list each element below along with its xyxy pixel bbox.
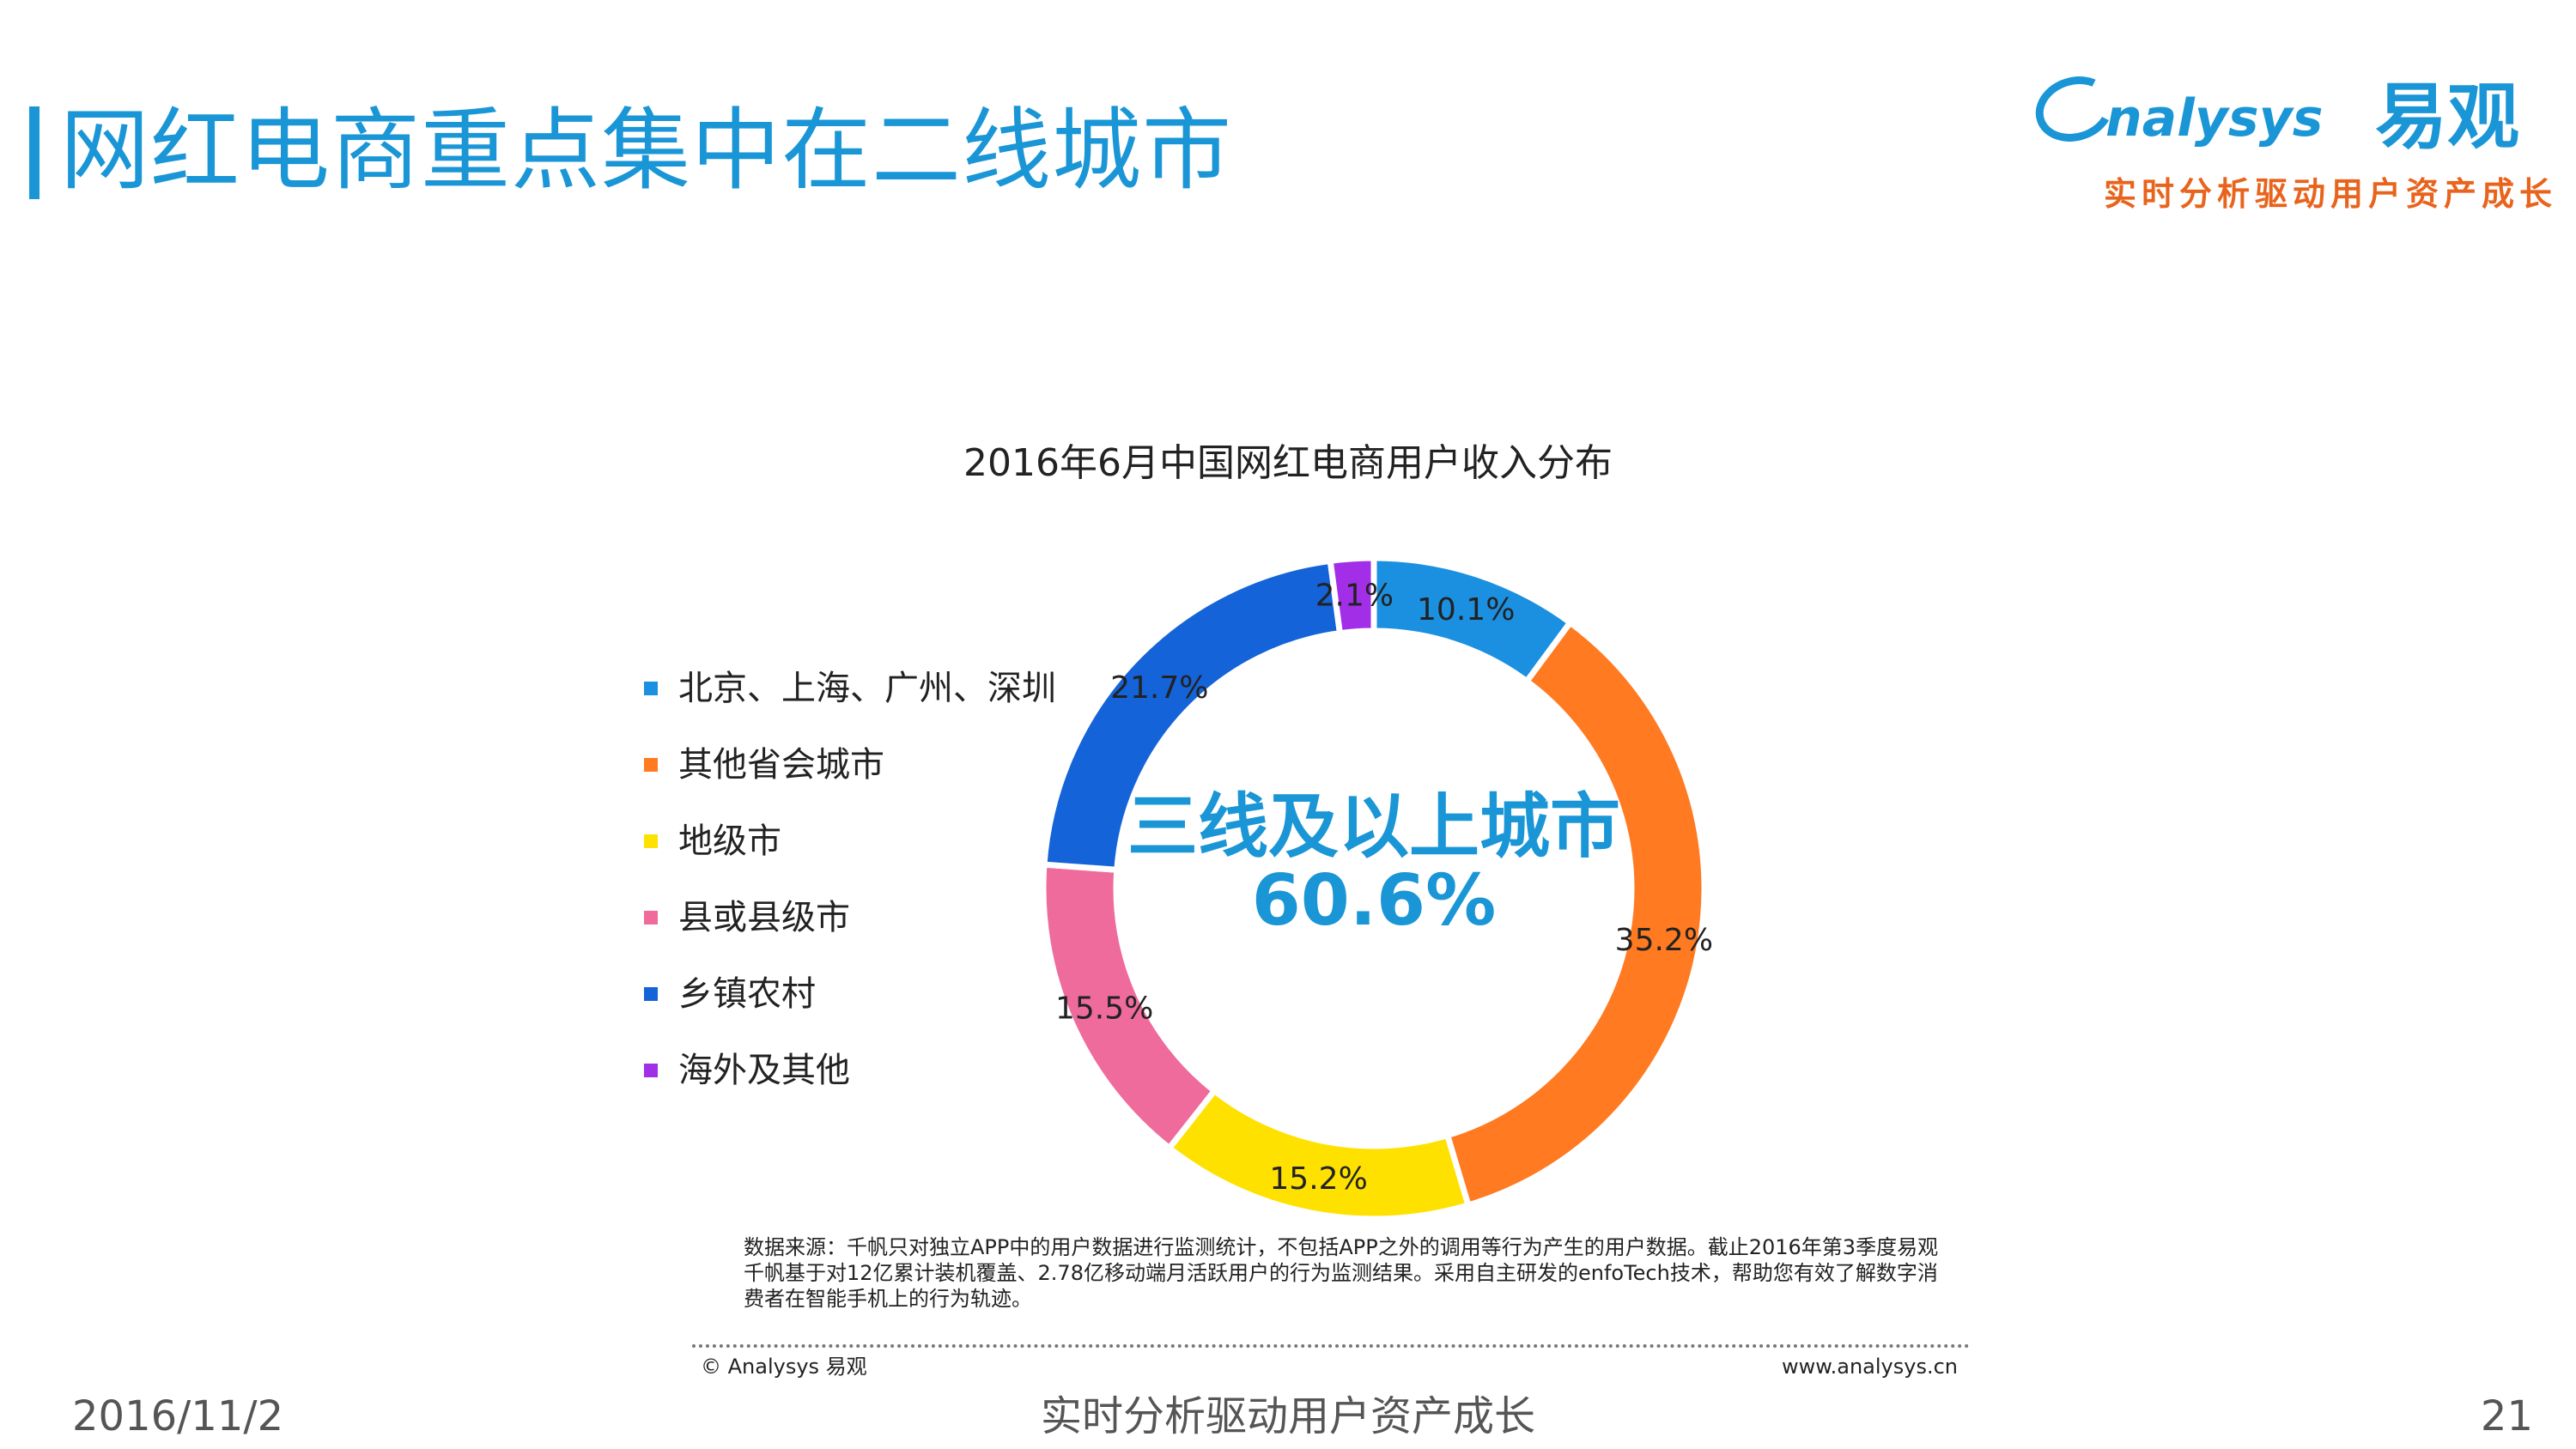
center-label-value: 60.6% [1251, 860, 1497, 942]
data-label-3: 15.2% [1269, 1161, 1367, 1197]
legend-label-6: 海外及其他 [678, 1051, 850, 1090]
legend-label-3: 地级市 [678, 822, 781, 861]
data-label-2: 35.2% [1615, 923, 1713, 958]
legend-swatch-3 [644, 834, 658, 848]
footer-slogan: 实时分析驱动用户资产成长 [1040, 1392, 1535, 1440]
chart-title: 2016年6月中国网红电商用户收入分布 [963, 441, 1613, 485]
logo-cn-name: 易观 [2375, 75, 2520, 159]
footer-date: 2016/11/2 [72, 1392, 284, 1440]
data-label-4: 15.5% [1055, 991, 1153, 1026]
legend-swatch-1 [644, 682, 658, 695]
data-label-1: 10.1% [1417, 592, 1515, 627]
logo-wordmark: nalysys [2105, 88, 2324, 149]
copyright-text: © Analysys 易观 [701, 1355, 867, 1379]
center-label-group: 三线及以上城市 [1127, 786, 1620, 868]
donut-slice-6 [1327, 555, 1377, 637]
legend-label-4: 县或县级市 [678, 898, 850, 937]
analysys-logo: nalysys 易观 实时分析驱动用户资产成长 [2026, 66, 2552, 230]
page-number: 21 [2480, 1392, 2533, 1440]
footer-divider [692, 1344, 1970, 1348]
logo-tagline: 实时分析驱动用户资产成长 [2104, 174, 2558, 213]
title-accent-bar [29, 106, 39, 199]
website-link[interactable]: www.analysys.cn [1781, 1355, 1958, 1379]
legend-label-5: 乡镇农村 [678, 974, 816, 1014]
legend-swatch-5 [644, 987, 658, 1001]
legend-swatch-4 [644, 911, 658, 925]
legend-swatch-6 [644, 1064, 658, 1077]
legend-label-1: 北京、上海、广州、深圳 [678, 669, 1056, 708]
legend-label-2: 其他省会城市 [678, 745, 884, 785]
donut-slice-3 [1164, 1086, 1473, 1222]
source-note: 数据来源：千帆只对独立APP中的用户数据进行监测统计，不包括APP之外的调用等行… [744, 1235, 1939, 1311]
legend-swatch-2 [644, 758, 658, 772]
data-label-6: 2.1% [1315, 579, 1394, 614]
page-title: 网红电商重点集中在二线城市 [60, 98, 1233, 203]
data-label-5: 21.7% [1110, 670, 1208, 706]
donut-slice-2 [1443, 618, 1708, 1210]
